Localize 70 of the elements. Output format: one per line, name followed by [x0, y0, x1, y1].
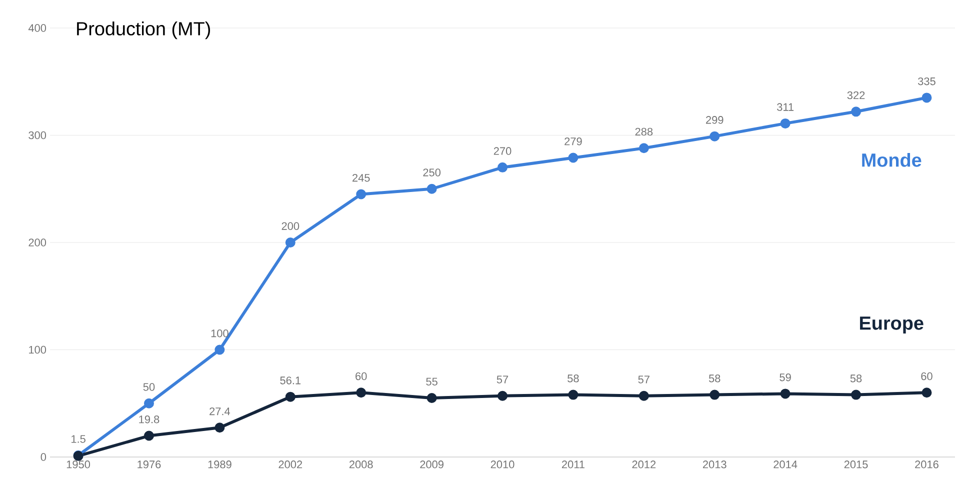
data-label: 1.5 [71, 435, 86, 443]
data-label: 288 [635, 128, 653, 136]
data-label: 55 [426, 378, 438, 386]
point [710, 390, 720, 400]
x-tick-label: 2008 [349, 460, 373, 468]
point [285, 238, 296, 248]
text: Europe [860, 316, 924, 334]
point [498, 162, 508, 172]
point [922, 388, 932, 398]
data-label: 58 [568, 374, 579, 382]
y-tick-label: 300 [28, 131, 46, 140]
data-label: 100 [211, 329, 228, 338]
point [144, 430, 154, 441]
data-label: 299 [706, 116, 724, 124]
data-label: 19.8 [139, 415, 160, 424]
point [214, 422, 225, 433]
x-tick-label: 2015 [844, 460, 868, 468]
x-tick-label: 1950 [66, 460, 90, 468]
y-tick-label: 400 [28, 24, 46, 32]
x-tick-label: 2002 [278, 460, 302, 468]
data-label: 60 [356, 372, 367, 380]
data-label: 245 [352, 174, 370, 182]
point [710, 131, 720, 142]
y-tick-label: 100 [29, 346, 46, 354]
point [638, 143, 649, 154]
data-label: 59 [780, 373, 791, 382]
x-tick-label: 2011 [562, 460, 584, 468]
y-axis-title: Production (MT) [77, 22, 210, 40]
x-tick-label: 2012 [632, 460, 656, 468]
data-label: 57 [496, 376, 508, 384]
data-label: 270 [494, 147, 512, 155]
point [214, 344, 225, 355]
data-label: 57 [638, 376, 650, 384]
point [780, 118, 790, 128]
point [638, 390, 649, 401]
point [568, 152, 578, 163]
data-label: 27.4 [210, 407, 230, 416]
point [851, 390, 862, 400]
data-label: 250 [423, 168, 441, 176]
point [780, 388, 790, 399]
x-tick-label: 2014 [774, 460, 798, 468]
data-label: 58 [708, 374, 720, 382]
point [144, 398, 154, 408]
text: Monde [862, 152, 922, 167]
point [498, 390, 508, 401]
data-label: 322 [847, 91, 865, 100]
x-tick-label: 2013 [702, 460, 726, 468]
x-tick-label: 2016 [915, 460, 938, 468]
point [426, 393, 437, 404]
data-label: 56.1 [280, 376, 301, 384]
y-tick-label: 0 [40, 453, 46, 461]
point [426, 184, 437, 194]
point [922, 92, 932, 103]
data-label: 50 [143, 383, 155, 391]
data-label: 58 [850, 374, 862, 382]
y-tick-label: 200 [28, 238, 46, 246]
point [356, 388, 366, 398]
point [285, 392, 296, 402]
data-label: 335 [918, 77, 936, 86]
data-label: 279 [564, 138, 582, 146]
data-label: 60 [921, 372, 932, 380]
data-label: 311 [777, 103, 794, 111]
x-tick-label: 2010 [490, 460, 514, 468]
point [356, 189, 366, 200]
x-tick-label: 1989 [208, 460, 232, 468]
x-tick-label: 1976 [138, 460, 161, 468]
x-tick-label: 2009 [420, 460, 444, 468]
point [851, 106, 862, 117]
data-label: 200 [282, 222, 300, 230]
point [568, 390, 578, 400]
